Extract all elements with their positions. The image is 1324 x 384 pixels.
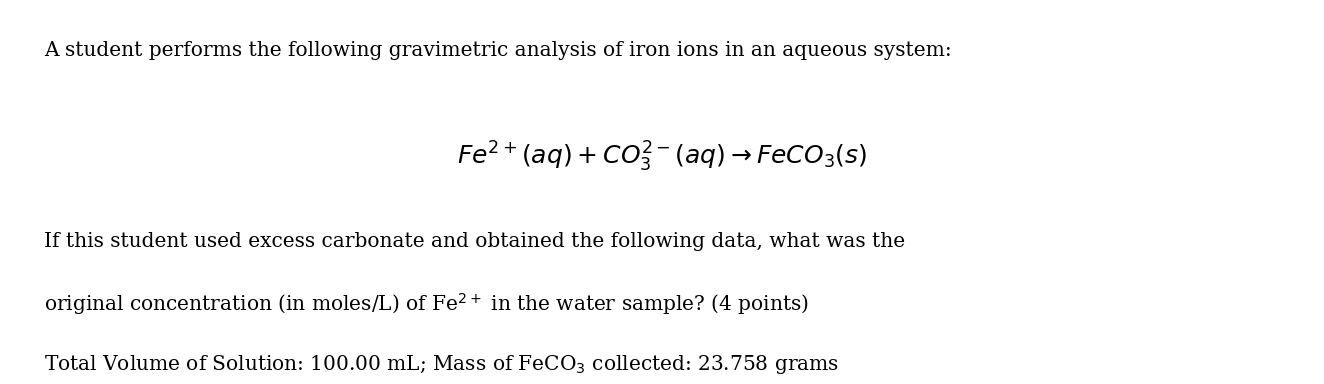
Text: A student performs the following gravimetric analysis of iron ions in an aqueous: A student performs the following gravime… (44, 41, 952, 60)
Text: original concentration (in moles/L) of Fe$^{2+}$ in the water sample? (4 points): original concentration (in moles/L) of F… (44, 291, 809, 317)
Text: If this student used excess carbonate and obtained the following data, what was : If this student used excess carbonate an… (44, 232, 904, 251)
Text: $Fe^{2+}(aq) + CO_3^{2-}(aq) \rightarrow FeCO_3(s)$: $Fe^{2+}(aq) + CO_3^{2-}(aq) \rightarrow… (457, 140, 867, 174)
Text: Total Volume of Solution: 100.00 mL; Mass of FeCO$_3$ collected: 23.758 grams: Total Volume of Solution: 100.00 mL; Mas… (44, 353, 838, 376)
